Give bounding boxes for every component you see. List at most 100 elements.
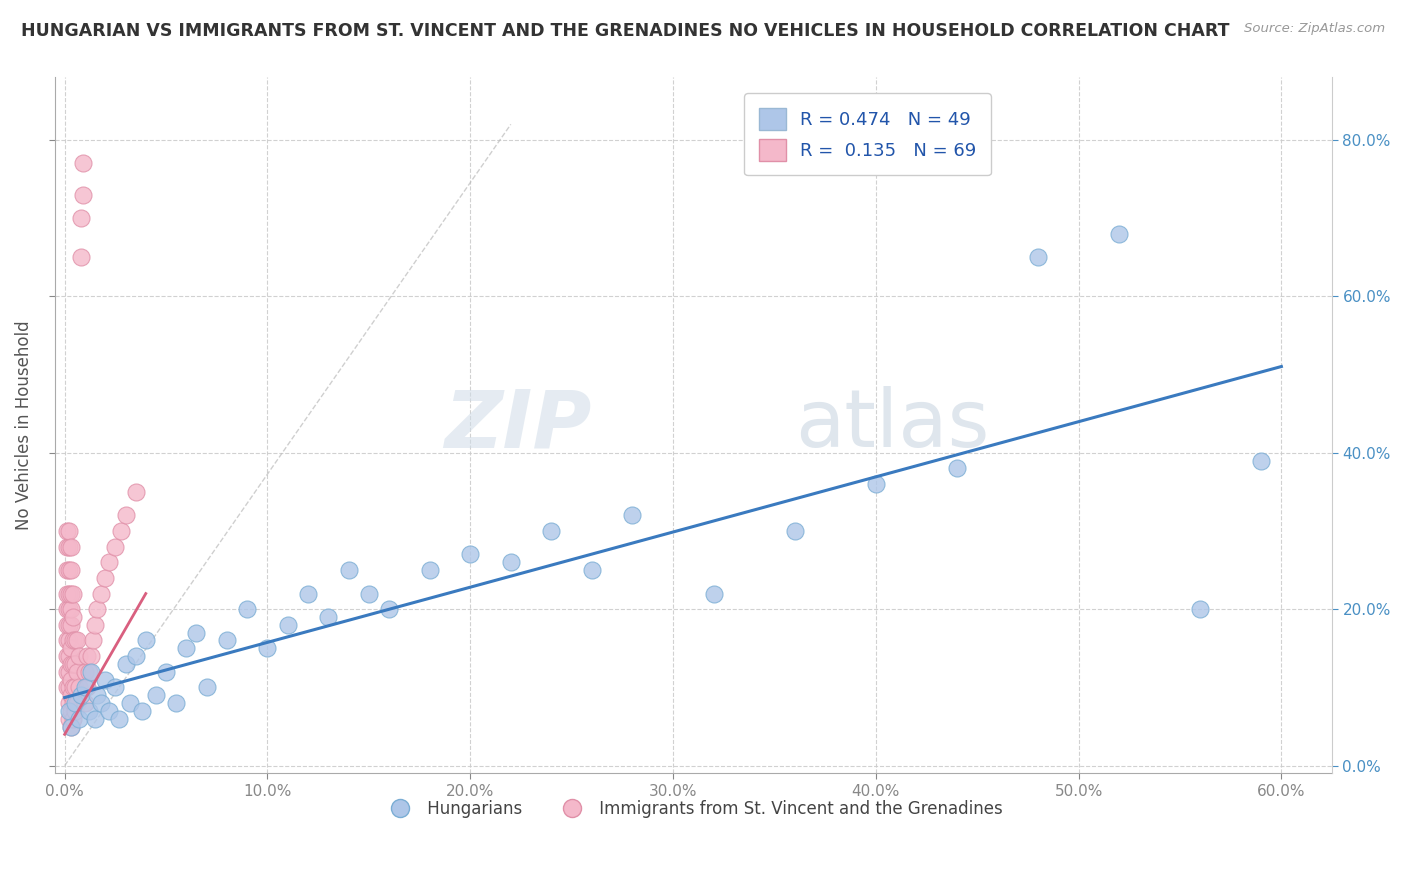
Point bbox=[59, 618, 82, 632]
Legend:  Hungarians,  Immigrants from St. Vincent and the Grenadines: Hungarians, Immigrants from St. Vincent … bbox=[377, 793, 1010, 824]
Point bbox=[84, 712, 107, 726]
Point bbox=[195, 681, 218, 695]
Point bbox=[277, 618, 299, 632]
Point bbox=[703, 586, 725, 600]
Point bbox=[73, 681, 96, 695]
Point bbox=[62, 681, 84, 695]
Point bbox=[63, 704, 86, 718]
Point bbox=[59, 540, 82, 554]
Point bbox=[124, 484, 146, 499]
Point bbox=[114, 657, 136, 671]
Point bbox=[58, 586, 80, 600]
Point bbox=[215, 633, 238, 648]
Point bbox=[337, 563, 360, 577]
Point bbox=[82, 633, 104, 648]
Point bbox=[70, 688, 93, 702]
Point bbox=[55, 524, 77, 538]
Point bbox=[55, 665, 77, 679]
Point bbox=[58, 712, 80, 726]
Point bbox=[77, 704, 100, 718]
Point bbox=[865, 477, 887, 491]
Point bbox=[458, 548, 481, 562]
Point bbox=[59, 657, 82, 671]
Point bbox=[59, 719, 82, 733]
Point bbox=[58, 540, 80, 554]
Point bbox=[55, 649, 77, 664]
Point bbox=[73, 665, 96, 679]
Point bbox=[58, 665, 80, 679]
Point bbox=[145, 688, 167, 702]
Point bbox=[186, 625, 208, 640]
Point bbox=[84, 618, 107, 632]
Point bbox=[419, 563, 441, 577]
Text: HUNGARIAN VS IMMIGRANTS FROM ST. VINCENT AND THE GRENADINES NO VEHICLES IN HOUSE: HUNGARIAN VS IMMIGRANTS FROM ST. VINCENT… bbox=[21, 22, 1230, 40]
Point bbox=[94, 571, 117, 585]
Point bbox=[783, 524, 806, 538]
Point bbox=[72, 187, 94, 202]
Point bbox=[72, 156, 94, 170]
Point bbox=[98, 704, 121, 718]
Point bbox=[76, 649, 98, 664]
Point bbox=[114, 508, 136, 523]
Point bbox=[66, 696, 89, 710]
Point bbox=[297, 586, 319, 600]
Point bbox=[378, 602, 401, 616]
Point bbox=[499, 555, 522, 569]
Point bbox=[59, 688, 82, 702]
Point bbox=[58, 633, 80, 648]
Point bbox=[80, 665, 103, 679]
Point bbox=[946, 461, 969, 475]
Point bbox=[104, 540, 127, 554]
Point bbox=[58, 696, 80, 710]
Point bbox=[165, 696, 187, 710]
Point bbox=[59, 586, 82, 600]
Point bbox=[316, 610, 339, 624]
Point bbox=[357, 586, 380, 600]
Point bbox=[62, 633, 84, 648]
Point bbox=[58, 681, 80, 695]
Point bbox=[94, 673, 117, 687]
Point bbox=[55, 681, 77, 695]
Point bbox=[55, 563, 77, 577]
Point bbox=[1026, 250, 1049, 264]
Point bbox=[59, 602, 82, 616]
Point bbox=[73, 696, 96, 710]
Point bbox=[55, 618, 77, 632]
Point bbox=[62, 586, 84, 600]
Point bbox=[76, 681, 98, 695]
Point bbox=[176, 641, 198, 656]
Point bbox=[62, 610, 84, 624]
Point bbox=[1250, 453, 1272, 467]
Point bbox=[55, 633, 77, 648]
Point bbox=[80, 649, 103, 664]
Point bbox=[58, 602, 80, 616]
Point bbox=[1108, 227, 1130, 241]
Point bbox=[62, 657, 84, 671]
Point bbox=[77, 665, 100, 679]
Y-axis label: No Vehicles in Household: No Vehicles in Household bbox=[15, 320, 32, 530]
Point bbox=[66, 633, 89, 648]
Point bbox=[55, 602, 77, 616]
Point bbox=[1189, 602, 1212, 616]
Point bbox=[124, 649, 146, 664]
Point bbox=[63, 696, 86, 710]
Point bbox=[155, 665, 177, 679]
Point bbox=[621, 508, 644, 523]
Point bbox=[58, 618, 80, 632]
Text: ZIP: ZIP bbox=[444, 386, 591, 465]
Point bbox=[66, 665, 89, 679]
Point bbox=[59, 719, 82, 733]
Point bbox=[104, 681, 127, 695]
Point bbox=[70, 211, 93, 226]
Point bbox=[67, 681, 90, 695]
Point bbox=[67, 649, 90, 664]
Point bbox=[63, 681, 86, 695]
Point bbox=[131, 704, 153, 718]
Point bbox=[90, 696, 112, 710]
Point bbox=[135, 633, 157, 648]
Point bbox=[59, 704, 82, 718]
Point bbox=[90, 586, 112, 600]
Point bbox=[59, 563, 82, 577]
Point bbox=[110, 524, 132, 538]
Point bbox=[58, 563, 80, 577]
